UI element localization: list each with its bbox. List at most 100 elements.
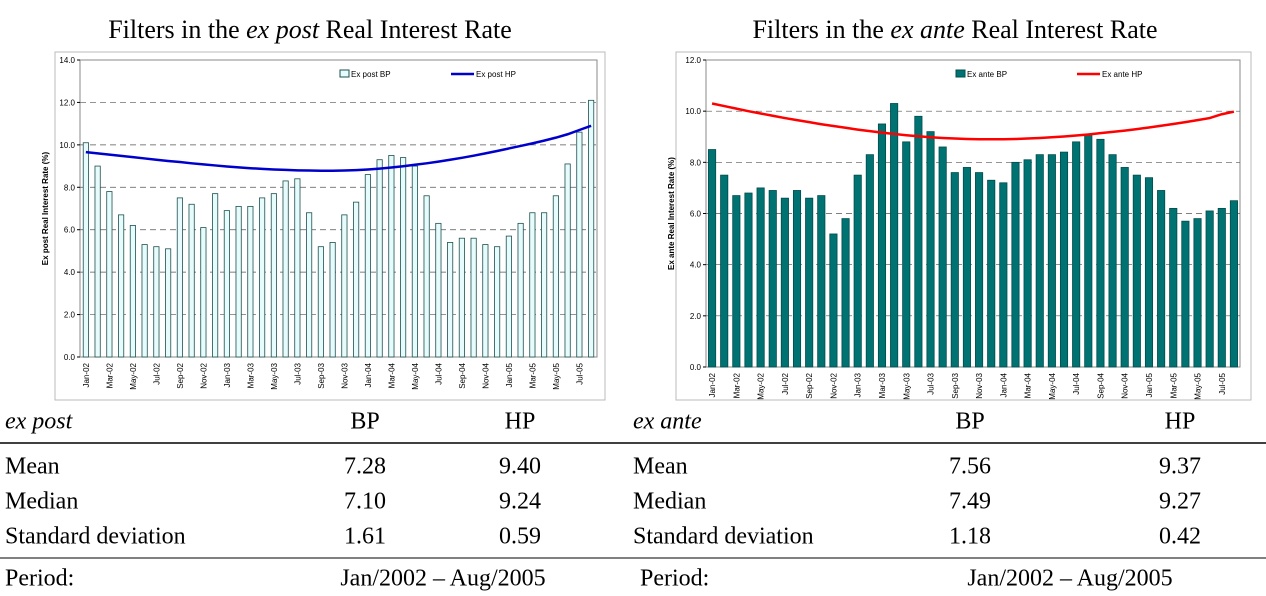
x-tick-label: Jan-05 xyxy=(1145,372,1154,397)
chart-title: Filters in the ex post Real Interest Rat… xyxy=(108,15,512,44)
y-tick-label: 2.0 xyxy=(690,312,702,321)
bar xyxy=(423,195,430,358)
x-tick-label: Jan-02 xyxy=(708,372,717,397)
y-tick-label: 0.0 xyxy=(690,363,702,372)
x-tick-label: May-05 xyxy=(1194,372,1203,399)
x-tick-label: Jul-02 xyxy=(152,362,161,384)
bar xyxy=(1229,200,1238,368)
bar xyxy=(914,115,923,368)
table-cell: Mean xyxy=(5,454,60,480)
bar xyxy=(118,214,125,358)
bar xyxy=(294,178,301,358)
chart-frame xyxy=(675,51,1252,401)
trend-line xyxy=(85,124,592,172)
bar xyxy=(756,187,765,368)
bar xyxy=(259,197,266,358)
y-tick-label: 10.0 xyxy=(59,141,75,150)
table-cell: Median xyxy=(5,489,78,515)
table-cell: 1.18 xyxy=(949,524,991,550)
table-cell: Jan/2002 – Aug/2005 xyxy=(340,566,545,592)
table-cell: Period: xyxy=(5,566,74,592)
y-tick-label: 10.0 xyxy=(685,107,701,116)
bar xyxy=(768,190,777,368)
bar xyxy=(306,212,313,358)
title-part: Filters in the xyxy=(752,15,883,44)
chart-title: Filters in the ex ante Real Interest Rat… xyxy=(752,15,1157,44)
x-tick-label: May-02 xyxy=(757,372,766,399)
x-tick-label: Nov-03 xyxy=(975,372,984,398)
bar xyxy=(106,191,113,358)
bar xyxy=(1059,151,1069,368)
x-tick-label: Sep-03 xyxy=(317,362,326,388)
table-header: HP xyxy=(1165,409,1196,435)
title-part: ex ante xyxy=(890,15,964,44)
bar xyxy=(1084,133,1093,368)
table-header: BP xyxy=(350,409,379,435)
legend-label: Ex post HP xyxy=(476,70,516,79)
x-tick-label: Mar-02 xyxy=(105,362,114,388)
table-cell: Jan/2002 – Aug/2005 xyxy=(967,566,1172,592)
bar xyxy=(341,214,348,358)
y-tick-label: 8.0 xyxy=(64,183,76,192)
title-part: ex post xyxy=(246,15,320,44)
bar xyxy=(494,246,501,358)
bar xyxy=(805,197,814,368)
y-axis-label: Ex ante Real Interest Rate (%) xyxy=(667,157,676,270)
bar xyxy=(505,235,512,358)
bar xyxy=(780,197,789,368)
x-tick-label: May-03 xyxy=(902,372,911,399)
x-tick-label: Jul-04 xyxy=(434,362,443,384)
x-tick-label: Sep-02 xyxy=(176,362,185,388)
bar xyxy=(1108,154,1117,368)
y-tick-label: 14.0 xyxy=(59,56,75,65)
bar xyxy=(987,179,996,368)
bar xyxy=(235,205,242,358)
x-tick-label: Jan-04 xyxy=(364,362,373,387)
bar xyxy=(1157,190,1166,368)
x-tick-label: Jul-03 xyxy=(927,372,936,394)
x-tick-label: Jul-02 xyxy=(781,372,790,394)
bar xyxy=(1047,154,1056,368)
bar xyxy=(1120,167,1129,368)
bar xyxy=(411,165,418,358)
x-tick-label: Sep-04 xyxy=(458,362,467,388)
y-tick-label: 2.0 xyxy=(64,311,76,320)
x-tick-label: Nov-04 xyxy=(1121,372,1130,398)
legend-label: Ex ante BP xyxy=(967,70,1007,79)
bar xyxy=(1096,138,1105,368)
bar xyxy=(732,195,741,368)
y-tick-label: 12.0 xyxy=(685,56,701,65)
table-cell: Standard deviation xyxy=(633,524,814,550)
table-cell: Mean xyxy=(633,454,688,480)
x-tick-label: Mar-04 xyxy=(1024,372,1033,398)
bar xyxy=(376,159,383,358)
stats-table: ex post BP HP ex ante BP HP Mean 7.28 9.40 Mean 7.… xyxy=(0,409,1266,592)
bar xyxy=(1132,174,1141,368)
bar xyxy=(588,99,595,358)
bar xyxy=(435,222,442,358)
chart: Filters in the ex ante Real Interest Rat… xyxy=(667,15,1252,401)
bar xyxy=(541,212,548,358)
y-tick-label: 6.0 xyxy=(690,210,702,219)
table-cell: 7.10 xyxy=(344,489,386,515)
x-tick-label: Nov-02 xyxy=(199,362,208,388)
table-cell: 7.28 xyxy=(344,454,386,480)
bar xyxy=(950,172,959,368)
title-part: Real Interest Rate xyxy=(326,15,512,44)
table-cell: Median xyxy=(633,489,706,515)
legend-swatch xyxy=(339,69,350,78)
bar xyxy=(282,180,289,358)
x-tick-label: Nov-04 xyxy=(481,362,490,388)
x-tick-label: Mar-05 xyxy=(1169,372,1178,398)
y-tick-label: 8.0 xyxy=(690,158,702,167)
bar xyxy=(962,167,971,368)
table-cell: 9.40 xyxy=(499,454,541,480)
table-cell: 0.59 xyxy=(499,524,541,550)
bar xyxy=(188,203,195,358)
bar xyxy=(153,246,160,358)
bar xyxy=(792,190,802,368)
bar xyxy=(1035,154,1044,368)
bar xyxy=(458,237,465,358)
x-tick-label: Sep-02 xyxy=(805,372,814,398)
bar xyxy=(1181,220,1190,368)
